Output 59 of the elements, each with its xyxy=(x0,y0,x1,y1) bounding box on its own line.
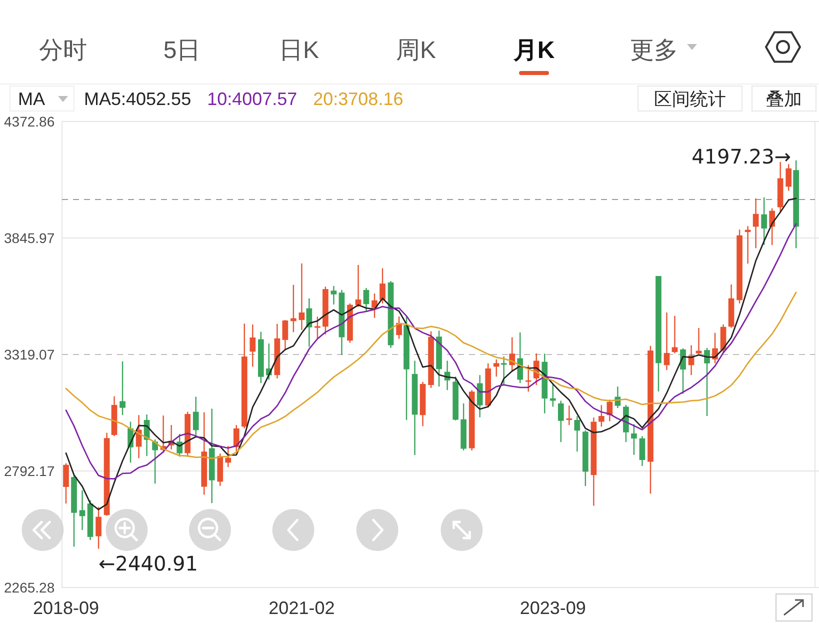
candlestick xyxy=(152,438,158,484)
candlestick xyxy=(282,319,288,351)
annotation: 4197.23→ xyxy=(692,144,792,168)
text: 周K xyxy=(396,37,436,64)
x-tick-label: 2023-09 xyxy=(520,598,586,618)
x-tick-label: 2018-09 xyxy=(32,598,100,618)
candlestick xyxy=(330,285,337,306)
text: 分时 xyxy=(39,37,87,64)
candlestick xyxy=(704,347,710,417)
x-tick-label: 2021-02 xyxy=(268,598,335,618)
text: 更多 xyxy=(630,37,678,64)
candlestick xyxy=(176,433,183,458)
text: 日K xyxy=(278,37,320,64)
candlestick xyxy=(314,316,320,339)
candlestick xyxy=(355,264,362,308)
candlestick xyxy=(290,284,296,333)
y-tick-label: 2792.17 xyxy=(4,463,55,479)
text: 月K xyxy=(512,37,556,64)
line-series xyxy=(65,292,797,460)
candlestick xyxy=(558,400,564,443)
candlestick xyxy=(761,196,767,246)
text: MA5:4052.55 xyxy=(84,89,192,109)
candlestick xyxy=(79,490,86,531)
text: 区间统计 xyxy=(654,89,726,109)
candlestick xyxy=(363,287,370,312)
y-tick-label: 3845.97 xyxy=(4,230,55,246)
candlestick xyxy=(380,268,386,304)
candlestick xyxy=(566,404,572,426)
candlestick xyxy=(96,506,102,550)
annotation: ←2440.91 xyxy=(98,552,198,576)
text: 10:4007.57 xyxy=(207,89,298,109)
text: 20:3708.16 xyxy=(313,89,404,109)
candlestick xyxy=(372,292,378,318)
candlestick xyxy=(672,315,678,354)
y-tick-label: 2265.28 xyxy=(4,580,55,596)
text: 5日 xyxy=(163,37,201,64)
candlestick xyxy=(598,404,604,428)
y-tick-label: 3319.07 xyxy=(4,346,55,362)
legend-title: MA xyxy=(18,89,45,109)
candlestick xyxy=(574,416,580,452)
candlestick xyxy=(631,424,637,456)
candlestick xyxy=(225,445,232,468)
line-series xyxy=(65,198,797,510)
candlestick xyxy=(233,424,240,452)
candlestick xyxy=(664,312,670,371)
candlestick xyxy=(493,358,500,378)
candlestick xyxy=(786,164,792,192)
candlestick xyxy=(250,324,256,368)
candlestick xyxy=(63,462,69,504)
candlestick xyxy=(192,396,199,436)
line-series xyxy=(65,223,797,480)
candlestick xyxy=(298,262,305,331)
candlestick xyxy=(752,198,759,249)
candlestick xyxy=(639,436,646,467)
y-tick-label: 4372.86 xyxy=(4,114,55,130)
candlestick xyxy=(120,360,126,416)
candlestick xyxy=(500,356,507,386)
text: 叠加 xyxy=(766,89,802,109)
candlestick xyxy=(680,348,686,394)
